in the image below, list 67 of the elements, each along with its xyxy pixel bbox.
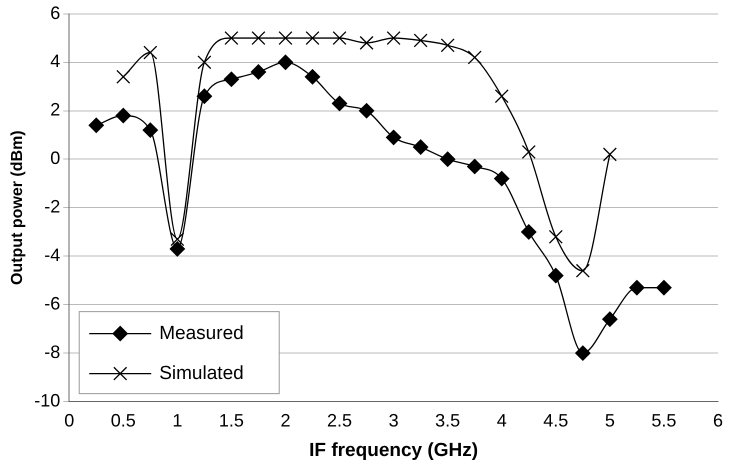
- point: [143, 46, 158, 60]
- point: [278, 31, 292, 46]
- legend-label: Simulated: [159, 362, 244, 384]
- x-tick-label: 2.5: [327, 410, 352, 430]
- point: [250, 64, 266, 80]
- point: [440, 152, 456, 167]
- point: [494, 89, 509, 104]
- point: [412, 139, 428, 155]
- point: [88, 118, 104, 133]
- point: [494, 170, 510, 186]
- point: [304, 69, 320, 84]
- x-tick-label: 2: [280, 410, 290, 430]
- y-tick-label: -2: [44, 196, 60, 217]
- point: [224, 72, 240, 87]
- y-tick-label: 2: [50, 100, 60, 120]
- point: [629, 280, 645, 296]
- y-tick-label: -8: [44, 342, 60, 362]
- x-tick-label: 4.5: [543, 410, 568, 430]
- point: [548, 268, 564, 284]
- point: [332, 96, 348, 112]
- point: [386, 31, 401, 46]
- point: [142, 122, 158, 138]
- point: [386, 130, 402, 146]
- y-axis-title: Output power (dBm): [9, 130, 26, 286]
- point: [224, 31, 238, 46]
- point: [548, 230, 563, 244]
- point: [602, 147, 617, 162]
- x-tick-label: 0: [64, 410, 74, 430]
- y-tick-label: -10: [34, 390, 60, 411]
- y-tick-label: 6: [50, 2, 60, 23]
- x-tick-label: 1: [172, 410, 182, 430]
- point: [358, 103, 374, 118]
- point: [360, 36, 374, 50]
- y-tick-label: 0: [50, 148, 60, 168]
- x-tick-label: 6: [712, 410, 724, 430]
- x-axis-title: IF frequency (GHz): [309, 440, 478, 461]
- point: [656, 280, 672, 296]
- point: [251, 31, 266, 46]
- point: [278, 54, 294, 70]
- point: [332, 31, 347, 46]
- point: [521, 224, 536, 240]
- point: [196, 88, 212, 104]
- y-tick-label: -6: [44, 294, 60, 314]
- point: [440, 38, 455, 52]
- point: [197, 55, 212, 70]
- x-tick-label: 0.5: [110, 410, 136, 430]
- point: [170, 232, 184, 246]
- x-tick-label: 5: [604, 410, 615, 430]
- point: [116, 70, 130, 84]
- x-tick-label: 5.5: [651, 410, 676, 430]
- x-tick-label: 3: [388, 410, 399, 430]
- x-tick-label: 1.5: [218, 410, 244, 430]
- point: [575, 345, 590, 361]
- point: [576, 264, 590, 278]
- point: [522, 144, 536, 159]
- point: [170, 241, 185, 257]
- legend-label: Measured: [159, 322, 244, 344]
- point: [467, 158, 482, 174]
- point: [602, 312, 618, 327]
- point: [414, 33, 428, 48]
- y-tick-label: -4: [44, 245, 60, 266]
- point: [305, 31, 320, 46]
- x-tick-label: 3.5: [435, 410, 460, 430]
- y-tick-label: 4: [50, 51, 60, 72]
- point: [116, 108, 131, 124]
- point: [468, 50, 482, 64]
- x-tick-label: 4: [496, 410, 507, 430]
